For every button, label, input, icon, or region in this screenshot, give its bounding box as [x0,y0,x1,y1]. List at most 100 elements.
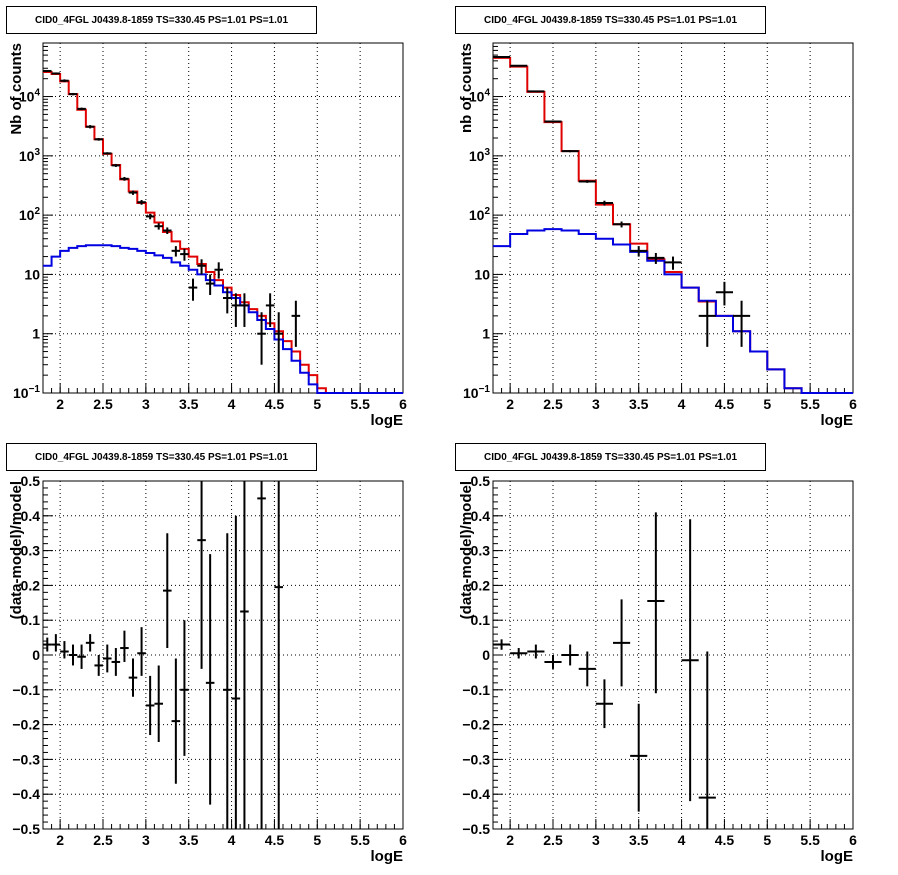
data-point [223,533,232,829]
chart-top-left: 2 2.5 3 3.5 4 4.5 5 5.5 6 10−1 1 10 102 103 104 logE Nb … [8,42,407,429]
data-point [257,312,266,365]
data-point [103,152,112,155]
y-tick-label: −0.1 [462,682,490,698]
data-point [527,90,545,93]
y-grid [493,515,853,795]
chart-title: CID0_4FGL J0439.8-1859 TS=330.45 PS=1.01… [455,6,766,34]
x-tick-label: 3.5 [179,832,199,848]
y-tick-label: 0.1 [471,612,491,628]
y-tick-label: −0.4 [12,786,40,802]
data-point [578,651,596,687]
x-tick-label: 4 [228,396,236,412]
y-grid [43,515,403,795]
data-point [77,107,86,111]
data-point [68,92,78,96]
data-point [137,627,146,676]
data-point [111,163,121,167]
data-point [223,287,232,314]
x-tick-label: 3 [142,396,150,412]
data-point [171,246,181,257]
data-point [145,213,155,220]
y-tick-label: 10−1 [463,384,490,401]
data-point [257,481,266,829]
data-point [51,634,61,652]
x-tick-label: 3.5 [629,396,649,412]
x-tick-label: 5.5 [350,396,370,412]
x-tick-label: 5 [313,396,321,412]
data-point [715,281,733,306]
x-tick-label: 2 [56,396,64,412]
data-point [145,675,155,736]
y-tick-label: 0.3 [471,543,491,559]
y-tick-label: 104 [19,88,41,105]
x-axis-label: logE [371,848,404,865]
data-point [85,125,95,129]
y-grid [493,96,853,335]
data-point [274,481,283,829]
x-tick-label: 3 [592,396,600,412]
x-tick-label: 5.5 [800,832,820,848]
data-point [527,644,545,659]
data-point [120,176,129,181]
plot-frame [492,42,854,394]
y-tick-label: 1 [482,326,490,342]
data-point [630,246,648,257]
x-tick-label: 4.5 [265,832,285,848]
data-point [733,300,751,347]
data-point [171,658,181,784]
data-point [94,655,103,676]
x-tick-label: 6 [849,832,857,848]
data-point [85,634,95,652]
data-point [595,200,613,206]
x-tick-label: 2.5 [93,832,113,848]
chart-title: CID0_4FGL J0439.8-1859 TS=330.45 PS=1.01… [6,443,317,471]
data-point [77,644,86,669]
x-tick-label: 5 [763,396,771,412]
data-point [698,300,716,347]
x-tick-label: 3.5 [629,832,649,848]
x-tick-label: 4 [678,832,686,848]
data-point [68,644,78,666]
x-tick-label: 4.5 [715,832,735,848]
data-point [128,658,138,697]
chart-title: CID0_4FGL J0439.8-1859 TS=330.45 PS=1.01… [455,443,766,471]
data-point [493,55,511,58]
chart-top-right: 2 2.5 3 3.5 4 4.5 5 5.5 6 10−1 1 10 102 103 104 logE nb … [458,42,857,429]
data-point [180,620,189,756]
y-tick-label: 103 [19,147,41,164]
x-tick-label: 5.5 [350,832,370,848]
data-point [265,293,275,327]
chart-title: CID0_4FGL J0439.8-1859 TS=330.45 PS=1.01… [6,6,317,34]
y-tick-label: −0.5 [12,821,40,837]
y-tick-label: 104 [469,88,491,105]
data-point [240,481,249,829]
x-tick-label: 6 [849,396,857,412]
data-point [647,512,665,694]
x-axis-label: logE [371,412,404,429]
data-point [205,274,215,295]
x-tick-label: 2 [56,832,64,848]
x-tick-label: 6 [399,832,407,848]
data-point [595,679,613,729]
x-grid [509,43,811,393]
x-tick-label: 5 [763,832,771,848]
x-axis-label: logE [821,848,854,865]
x-tick-label: 2.5 [543,396,563,412]
y-tick-label: 0.4 [471,508,491,524]
x-grid [59,43,361,393]
data-point [274,312,283,393]
data-point [60,641,69,659]
y-tick-label: 0 [482,647,490,663]
y-tick-label: −0.1 [12,682,40,698]
y-tick-label: 0.2 [21,577,41,593]
data-point [698,651,716,829]
y-tick-label: 0.1 [21,612,41,628]
y-tick-label: 102 [469,206,491,223]
data-point [493,639,511,650]
data-point [231,293,241,327]
data-point [291,300,301,347]
y-tick-label: 10−1 [13,384,40,401]
data-point [197,259,206,275]
y-tick-label: −0.3 [462,751,490,767]
y-tick-label: 102 [19,206,41,223]
